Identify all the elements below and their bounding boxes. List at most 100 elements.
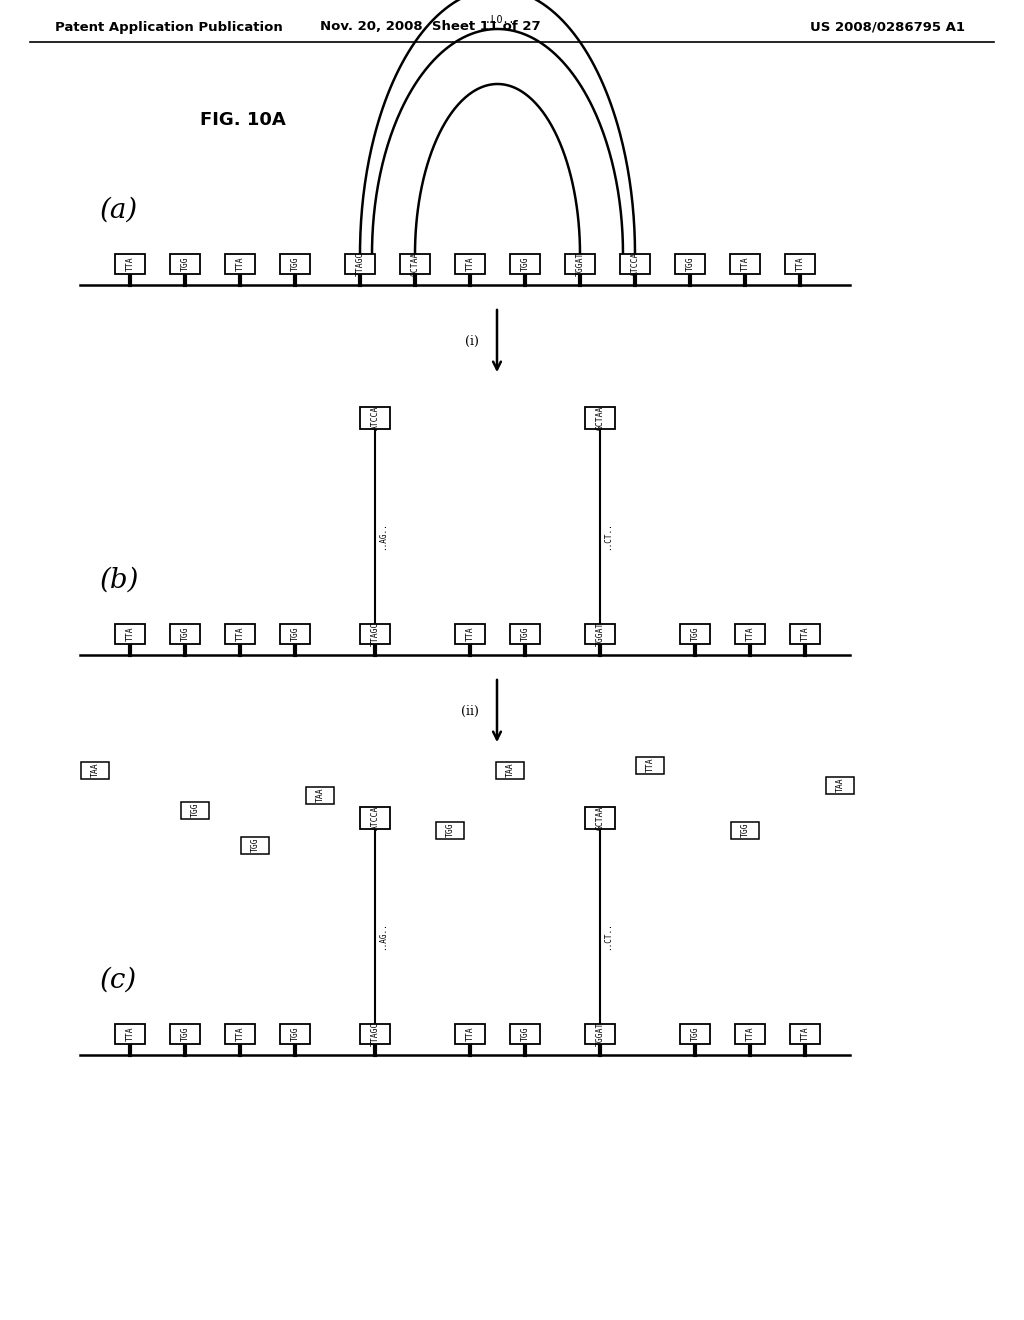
Bar: [510, 624, 540, 644]
Text: TAA: TAA: [90, 763, 99, 777]
Bar: [436, 821, 464, 838]
Text: TGG: TGG: [180, 256, 189, 272]
Text: (b): (b): [100, 566, 139, 594]
Text: TGG: TGG: [690, 1027, 699, 1041]
Bar: [735, 1024, 765, 1044]
Text: Patent Application Publication: Patent Application Publication: [55, 21, 283, 33]
Bar: [280, 1024, 310, 1044]
Text: TTA: TTA: [801, 1027, 810, 1041]
Text: TGGAT: TGGAT: [596, 622, 604, 647]
Text: TGG: TGG: [520, 627, 529, 642]
Bar: [785, 253, 815, 275]
Bar: [680, 624, 710, 644]
Text: TAA: TAA: [315, 788, 325, 803]
Text: ..AG..: ..AG..: [378, 523, 387, 550]
Text: TTA: TTA: [645, 758, 654, 772]
Text: (i): (i): [465, 334, 479, 347]
Bar: [826, 776, 854, 793]
Text: ATCCA: ATCCA: [631, 252, 640, 276]
Text: TTAGC: TTAGC: [371, 622, 380, 647]
Text: TGGAT: TGGAT: [596, 1022, 604, 1047]
Text: ..CT..: ..CT..: [603, 523, 612, 550]
Bar: [241, 837, 269, 854]
Bar: [306, 787, 334, 804]
Bar: [400, 253, 430, 275]
Bar: [680, 1024, 710, 1044]
Text: TGG: TGG: [520, 256, 529, 272]
Bar: [360, 624, 390, 644]
Bar: [455, 253, 485, 275]
Bar: [585, 807, 615, 829]
Bar: [731, 821, 759, 838]
Text: TGG: TGG: [685, 256, 694, 272]
Bar: [280, 624, 310, 644]
Text: TGG: TGG: [690, 627, 699, 642]
Bar: [360, 1024, 390, 1044]
Bar: [790, 1024, 820, 1044]
Text: TTA: TTA: [236, 256, 245, 272]
Text: (a): (a): [100, 197, 138, 223]
Text: TGG: TGG: [180, 1027, 189, 1041]
Bar: [115, 253, 145, 275]
Bar: [455, 624, 485, 644]
Bar: [620, 253, 650, 275]
Text: ..LO..: ..LO..: [480, 15, 515, 25]
Bar: [496, 762, 524, 779]
Text: FIG. 10A: FIG. 10A: [200, 111, 286, 129]
Text: TGG: TGG: [445, 822, 455, 837]
Text: TTA: TTA: [466, 256, 474, 272]
Bar: [115, 1024, 145, 1044]
Text: GCTAA: GCTAA: [596, 405, 604, 430]
Text: TGG: TGG: [520, 1027, 529, 1041]
Bar: [170, 253, 200, 275]
Text: ATCCA: ATCCA: [371, 805, 380, 830]
Text: TTA: TTA: [745, 1027, 755, 1041]
Text: ATCCA: ATCCA: [371, 405, 380, 430]
Bar: [565, 253, 595, 275]
Text: TGG: TGG: [190, 803, 200, 817]
Bar: [345, 253, 375, 275]
Text: TGG: TGG: [291, 1027, 299, 1041]
Bar: [360, 407, 390, 429]
Text: TTA: TTA: [236, 1027, 245, 1041]
Text: TTA: TTA: [740, 256, 750, 272]
Text: TTA: TTA: [126, 256, 134, 272]
Bar: [585, 1024, 615, 1044]
Text: TTA: TTA: [796, 256, 805, 272]
Bar: [181, 801, 209, 818]
Bar: [585, 624, 615, 644]
Bar: [510, 253, 540, 275]
Text: TAA: TAA: [506, 763, 514, 777]
Text: TAA: TAA: [836, 777, 845, 792]
Text: TTA: TTA: [236, 627, 245, 642]
Bar: [510, 1024, 540, 1044]
Text: TGGAT: TGGAT: [575, 252, 585, 276]
Text: TTAGC: TTAGC: [371, 1022, 380, 1047]
Text: TGG: TGG: [291, 627, 299, 642]
Text: (c): (c): [100, 966, 137, 994]
Bar: [170, 1024, 200, 1044]
Text: TGG: TGG: [291, 256, 299, 272]
Text: TTA: TTA: [126, 627, 134, 642]
Bar: [730, 253, 760, 275]
Text: TGG: TGG: [740, 822, 750, 837]
Bar: [225, 1024, 255, 1044]
Bar: [115, 624, 145, 644]
Text: TTA: TTA: [126, 1027, 134, 1041]
Text: (ii): (ii): [461, 705, 479, 718]
Bar: [170, 624, 200, 644]
Bar: [675, 253, 705, 275]
Bar: [636, 756, 664, 774]
Bar: [81, 762, 109, 779]
Text: TTA: TTA: [745, 627, 755, 642]
Text: TTA: TTA: [466, 627, 474, 642]
Text: GCTAA: GCTAA: [596, 805, 604, 830]
Text: TGG: TGG: [180, 627, 189, 642]
Text: US 2008/0286795 A1: US 2008/0286795 A1: [810, 21, 965, 33]
Bar: [735, 624, 765, 644]
Text: TTAGC: TTAGC: [355, 252, 365, 276]
Bar: [790, 624, 820, 644]
Text: TTA: TTA: [801, 627, 810, 642]
Text: TGG: TGG: [251, 838, 259, 853]
Text: ..CT..: ..CT..: [603, 923, 612, 950]
